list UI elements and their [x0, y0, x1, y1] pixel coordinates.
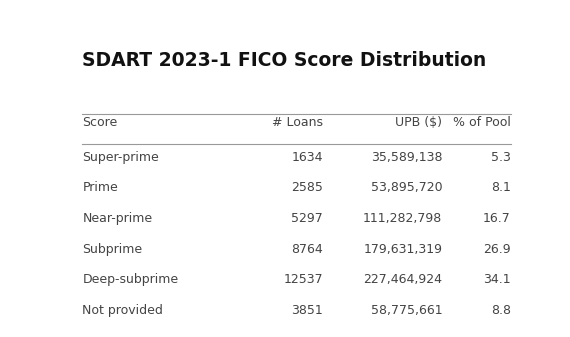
Text: 179,631,319: 179,631,319	[363, 243, 442, 255]
Text: 8764: 8764	[291, 243, 323, 255]
Text: # Loans: # Loans	[272, 116, 323, 129]
Text: Prime: Prime	[82, 181, 118, 194]
Text: 12537: 12537	[283, 273, 323, 286]
Text: 1634: 1634	[291, 151, 323, 164]
Text: 16.7: 16.7	[483, 212, 511, 225]
Text: 35,589,138: 35,589,138	[371, 151, 442, 164]
Text: 2585: 2585	[291, 181, 323, 194]
Text: 227,464,924: 227,464,924	[363, 273, 442, 286]
Text: 58,775,661: 58,775,661	[370, 304, 442, 317]
Text: 8.1: 8.1	[491, 181, 511, 194]
Text: 34.1: 34.1	[483, 273, 511, 286]
Text: 26.9: 26.9	[483, 243, 511, 255]
Text: 5297: 5297	[291, 212, 323, 225]
Text: 5.3: 5.3	[491, 151, 511, 164]
Text: Near-prime: Near-prime	[82, 212, 152, 225]
Text: 3851: 3851	[291, 304, 323, 317]
Text: Not provided: Not provided	[82, 304, 163, 317]
Text: 53,895,720: 53,895,720	[370, 181, 442, 194]
Text: 8.8: 8.8	[491, 304, 511, 317]
Text: Subprime: Subprime	[82, 243, 142, 255]
Text: SDART 2023-1 FICO Score Distribution: SDART 2023-1 FICO Score Distribution	[82, 51, 487, 70]
Text: Super-prime: Super-prime	[82, 151, 159, 164]
Text: Score: Score	[82, 116, 117, 129]
Text: UPB ($): UPB ($)	[396, 116, 442, 129]
Text: % of Pool: % of Pool	[453, 116, 511, 129]
Text: Deep-subprime: Deep-subprime	[82, 273, 178, 286]
Text: 111,282,798: 111,282,798	[363, 212, 442, 225]
